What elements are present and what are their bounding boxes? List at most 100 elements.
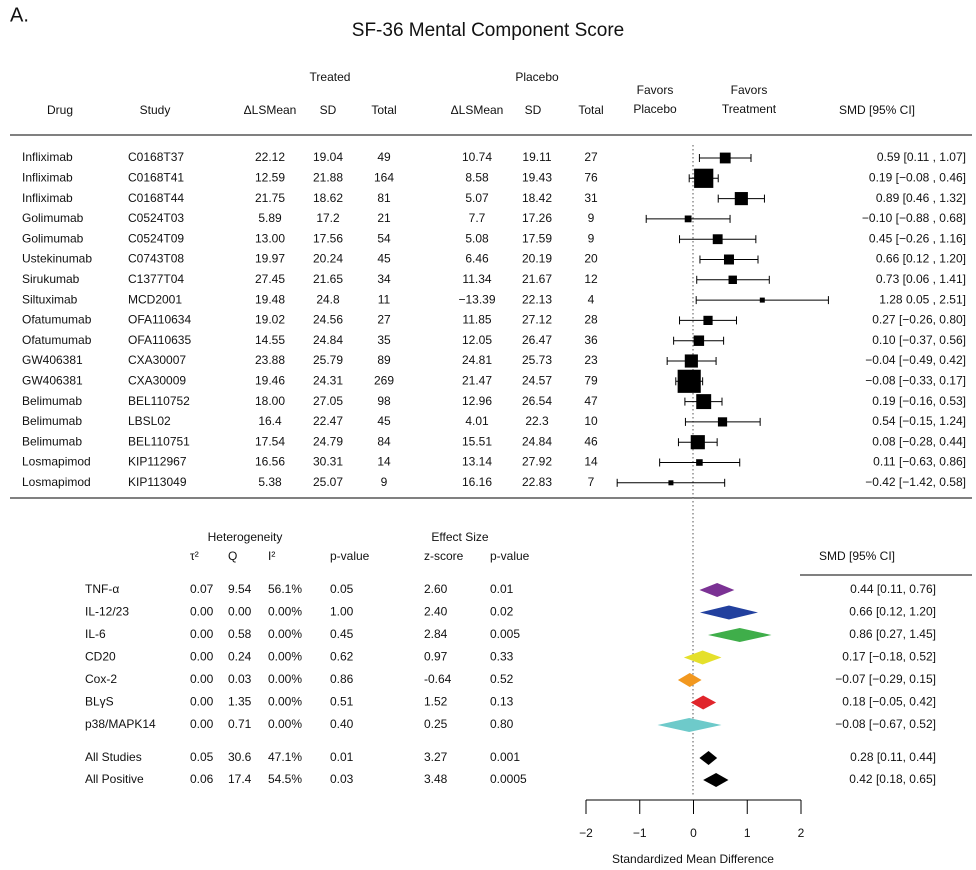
table-cell: 22.47 [313, 414, 343, 428]
table-cell: 19.43 [522, 170, 552, 184]
table-cell: 21 [377, 211, 391, 225]
table-cell: CXA30007 [128, 353, 186, 367]
table-cell: 0.25 [424, 717, 448, 731]
smd-label: −0.08 [−0.33, 0.17] [865, 373, 966, 387]
table-cell: OFA110635 [128, 333, 191, 347]
table-cell: 24.81 [462, 353, 492, 367]
table-cell: 0.00 [190, 650, 214, 664]
table-cell: 23.88 [255, 353, 285, 367]
table-cell: 13.00 [255, 231, 285, 245]
table-cell: GW406381 [22, 373, 83, 387]
table-cell: 0.33 [490, 650, 514, 664]
table-cell: 17.56 [313, 231, 343, 245]
table-cell: KIP112967 [128, 455, 187, 469]
table-cell: 34 [377, 272, 391, 286]
table-cell: 0.52 [490, 672, 514, 686]
table-cell: 49 [377, 150, 391, 164]
smd-label: 0.18 [−0.05, 0.42] [842, 695, 936, 709]
table-cell: GW406381 [22, 353, 83, 367]
smd-label: 0.66 [0.12 , 1.20] [876, 252, 966, 266]
table-cell: Ofatumumab [22, 313, 92, 327]
smd-label: 1.28 0.05 , 2.51] [879, 292, 966, 306]
table-cell: 0.00% [268, 717, 302, 731]
table-cell: All Positive [85, 772, 144, 786]
column-header: SD [525, 103, 542, 117]
table-cell: 0.07 [190, 582, 214, 596]
table-cell: 9.54 [228, 582, 252, 596]
table-cell: 22.83 [522, 475, 552, 489]
table-cell: Sirukumab [22, 272, 80, 286]
table-cell: 17.54 [255, 434, 285, 448]
table-cell: 0.86 [330, 672, 354, 686]
table-cell: C1377T04 [128, 272, 184, 286]
table-cell: 19.04 [313, 150, 343, 164]
table-cell: C0168T37 [128, 150, 184, 164]
favors-header: Treatment [722, 102, 777, 116]
smd-label: −0.07 [−0.29, 0.15] [835, 672, 936, 686]
table-cell: 19.48 [255, 292, 285, 306]
table-cell: 24.79 [313, 434, 343, 448]
table-cell: 24.56 [313, 313, 343, 327]
table-cell: 24.57 [522, 373, 552, 387]
table-cell: 5.89 [258, 211, 282, 225]
favors-header: Favors [731, 83, 768, 97]
smd-label: 0.86 [0.27, 1.45] [849, 627, 936, 641]
table-cell: 0.00% [268, 605, 302, 619]
summary-diamond [677, 673, 702, 687]
table-cell: 56.1% [268, 582, 302, 596]
table-cell: 11.34 [462, 272, 491, 286]
table-cell: -0.64 [424, 672, 452, 686]
table-cell: TNF-α [85, 582, 119, 596]
column-header: p-value [490, 549, 530, 563]
effect-square [728, 275, 737, 285]
table-cell: 3.27 [424, 750, 448, 764]
table-cell: All Studies [85, 750, 142, 764]
table-cell: 17.59 [522, 231, 552, 245]
table-cell: 76 [584, 170, 598, 184]
table-cell: 30.31 [313, 455, 343, 469]
table-cell: 19.02 [255, 313, 285, 327]
column-header: Total [371, 103, 396, 117]
column-header: z-score [424, 549, 464, 563]
table-cell: 12 [584, 272, 598, 286]
table-cell: 0.00 [190, 695, 214, 709]
table-cell: 84 [377, 434, 391, 448]
table-cell: 0.24 [228, 650, 252, 664]
table-cell: 10.74 [462, 150, 492, 164]
column-header: Total [578, 103, 603, 117]
smd-header: SMD [95% CI] [839, 103, 915, 117]
table-cell: 45 [377, 414, 391, 428]
table-cell: Golimumab [22, 211, 84, 225]
x-axis-label: Standardized Mean Difference [612, 852, 774, 866]
table-cell: 19.11 [522, 150, 551, 164]
table-cell: 0.00% [268, 672, 302, 686]
table-cell: 9 [588, 211, 595, 225]
table-cell: 0.0005 [490, 772, 527, 786]
column-header: SD [320, 103, 337, 117]
table-cell: 12.59 [255, 170, 285, 184]
table-cell: 26.47 [522, 333, 552, 347]
table-cell: 17.2 [316, 211, 340, 225]
table-cell: 27.05 [313, 394, 343, 408]
table-cell: Belimumab [22, 414, 82, 428]
table-cell: 0.005 [490, 627, 520, 641]
table-cell: OFA110634 [128, 313, 191, 327]
table-cell: 21.75 [255, 191, 285, 205]
table-cell: 2.60 [424, 582, 448, 596]
summary-diamond [683, 650, 722, 665]
table-cell: 22.13 [522, 292, 552, 306]
table-cell: 21.65 [313, 272, 343, 286]
table-cell: 28 [584, 313, 598, 327]
table-cell: 0.05 [330, 582, 354, 596]
table-cell: BLγS [85, 695, 114, 709]
table-cell: 16.56 [255, 455, 285, 469]
table-cell: 0.001 [490, 750, 520, 764]
effect-square [717, 417, 728, 427]
smd-label: 0.89 [0.46 , 1.32] [876, 191, 966, 205]
table-cell: C0524T09 [128, 231, 184, 245]
table-cell: 24.84 [313, 333, 343, 347]
table-cell: KIP113049 [128, 475, 187, 489]
smd-header: SMD [95% CI] [819, 549, 895, 563]
table-cell: C0168T44 [128, 191, 184, 205]
x-tick-label: 1 [744, 826, 751, 840]
